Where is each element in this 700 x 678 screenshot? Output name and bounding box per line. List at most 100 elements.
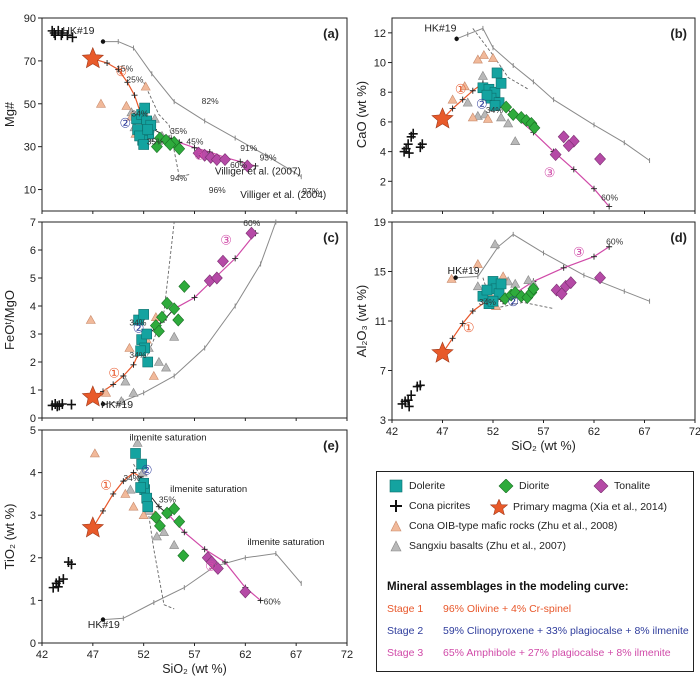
square-icon: [389, 479, 403, 493]
diorite-point: [528, 121, 541, 135]
y-tick-label: 3: [30, 329, 36, 341]
reference-label: Villiger et al. (2004): [240, 190, 326, 201]
fraction-label: 34%: [479, 297, 496, 307]
legend-item-cona: Cona OIB-type mafic rocks (Zhu et al., 2…: [387, 519, 617, 533]
picrite-point: [401, 143, 411, 154]
y-tick-label: 6: [30, 245, 36, 257]
fraction-label: 97%: [302, 186, 319, 196]
y-tick-label: 7: [30, 217, 36, 229]
primary-magma-star: [81, 46, 105, 69]
tonalite-point: [557, 130, 570, 144]
y-tick-label: 4: [30, 468, 36, 480]
picrite-point: [52, 401, 62, 412]
x-tick-label: 72: [341, 649, 353, 661]
cona-point: [487, 52, 499, 62]
diorite-point: [168, 502, 181, 516]
x-tick-label: 52: [138, 649, 150, 661]
picrite-point: [49, 28, 59, 39]
diorite-point: [172, 313, 185, 327]
model-tick: [124, 79, 131, 86]
cona-point: [478, 50, 489, 59]
dolerite-point: [142, 124, 154, 135]
panel-label: (d): [670, 230, 687, 245]
dolerite-point: [487, 295, 499, 307]
stage-circle-label: ②: [476, 97, 488, 112]
diorite-point: [527, 282, 540, 296]
cona-point: [121, 100, 132, 110]
dolerite-point: [491, 67, 503, 79]
dolerite-point: [139, 102, 150, 114]
legend-stage-3: Stage 3 65% Amphibole + 27% plagiocalse +…: [387, 647, 671, 659]
primary-magma-star: [81, 385, 105, 407]
cona-point: [140, 81, 151, 91]
cona-point: [128, 501, 139, 511]
model-tick: [110, 490, 117, 497]
fraction-label: 60%: [606, 236, 623, 246]
y-tick-label: 1: [30, 385, 36, 397]
y-tick-label: 70: [24, 56, 36, 68]
dolerite-point: [142, 501, 154, 512]
stage1-curve: [92, 350, 141, 398]
x-tick-label: 62: [239, 649, 251, 661]
sangxiu-point: [510, 136, 521, 146]
sangxiu-point: [169, 539, 180, 549]
picrite-point: [53, 581, 63, 592]
sangxiu-point: [125, 484, 136, 494]
cona-point: [138, 510, 149, 519]
chart-panel-b: 2 4 6 8 10 12 CaO (wt %) (b) HK#19 ①② ③ 34% 60%: [354, 17, 696, 214]
reference-curve-dashed: [472, 28, 529, 90]
legend-item-sangxiu: Sangxiu basalts (Zhu et al., 2007): [387, 539, 566, 553]
sangxiu-point: [132, 437, 143, 447]
y-tick-label: 5: [30, 273, 36, 285]
diamond-icon: [498, 479, 514, 493]
reference-label: Villiger et al. (2007): [215, 167, 301, 178]
reference-curve: [456, 27, 650, 161]
fraction-label: 60%: [264, 597, 281, 607]
tonalite-point: [241, 159, 254, 173]
cona-point: [472, 54, 483, 64]
fraction-label: 60%: [230, 160, 247, 170]
fraction-label: 60%: [243, 218, 260, 228]
panel-label: (e): [323, 438, 339, 453]
stage-circle-label: ①: [463, 320, 475, 335]
model-tick: [606, 203, 613, 210]
tonalite-point: [594, 152, 606, 166]
star-icon: [489, 499, 509, 515]
picrite-point: [415, 142, 425, 153]
cona-point: [148, 370, 159, 380]
stage-circle-label: ①: [100, 478, 112, 493]
ilmenite-annotation: ilmenite saturation: [170, 484, 247, 495]
y-tick-label: 19: [374, 217, 386, 229]
legend-label-tonalite: Tonalite: [614, 480, 651, 492]
legend-stage-1: Stage 1 96% Olivine + 4% Cr-spinel: [387, 603, 571, 615]
y-tick-label: 6: [380, 117, 386, 129]
model-tick: [449, 105, 456, 112]
fraction-label: 91%: [240, 143, 257, 153]
primary-magma-star: [81, 516, 105, 538]
fraction-label: 34%: [131, 109, 148, 119]
legend-item-primary-magma: Primary magma (Xia et al., 2014): [489, 499, 667, 515]
picrite-point: [66, 559, 76, 570]
x-tick-label: 62: [588, 426, 600, 438]
stage-text: 65% Amphibole + 27% plagiocalse + 8% ilm…: [443, 647, 671, 659]
y-tick-label: 3: [30, 510, 36, 522]
x-tick-label: 42: [36, 649, 48, 661]
chart-panel-c: 0 1 2 3 4 5 6 7 FeOᵗ/MgO (c) HK#19 ① ② ③ 34% 34% 60%: [2, 217, 348, 425]
x-tick-label: 52: [487, 426, 499, 438]
diorite-point: [154, 519, 166, 533]
tonalite-point: [562, 139, 575, 153]
ilmenite-annotation: ilmenite saturation: [129, 433, 206, 444]
tonalite-point: [564, 276, 577, 290]
dolerite-point: [138, 139, 149, 150]
fraction-label: 34%: [129, 350, 146, 360]
stage-circle-label: ①: [115, 64, 127, 79]
tonalite-point: [210, 271, 223, 285]
stage-circle-label: ②: [133, 321, 145, 336]
diorite-point: [178, 279, 191, 293]
cona-point: [482, 113, 493, 123]
model-tick: [181, 529, 188, 536]
cona-point: [124, 342, 135, 352]
hk19-point: [100, 39, 106, 44]
primary-magma-star: [431, 107, 454, 129]
